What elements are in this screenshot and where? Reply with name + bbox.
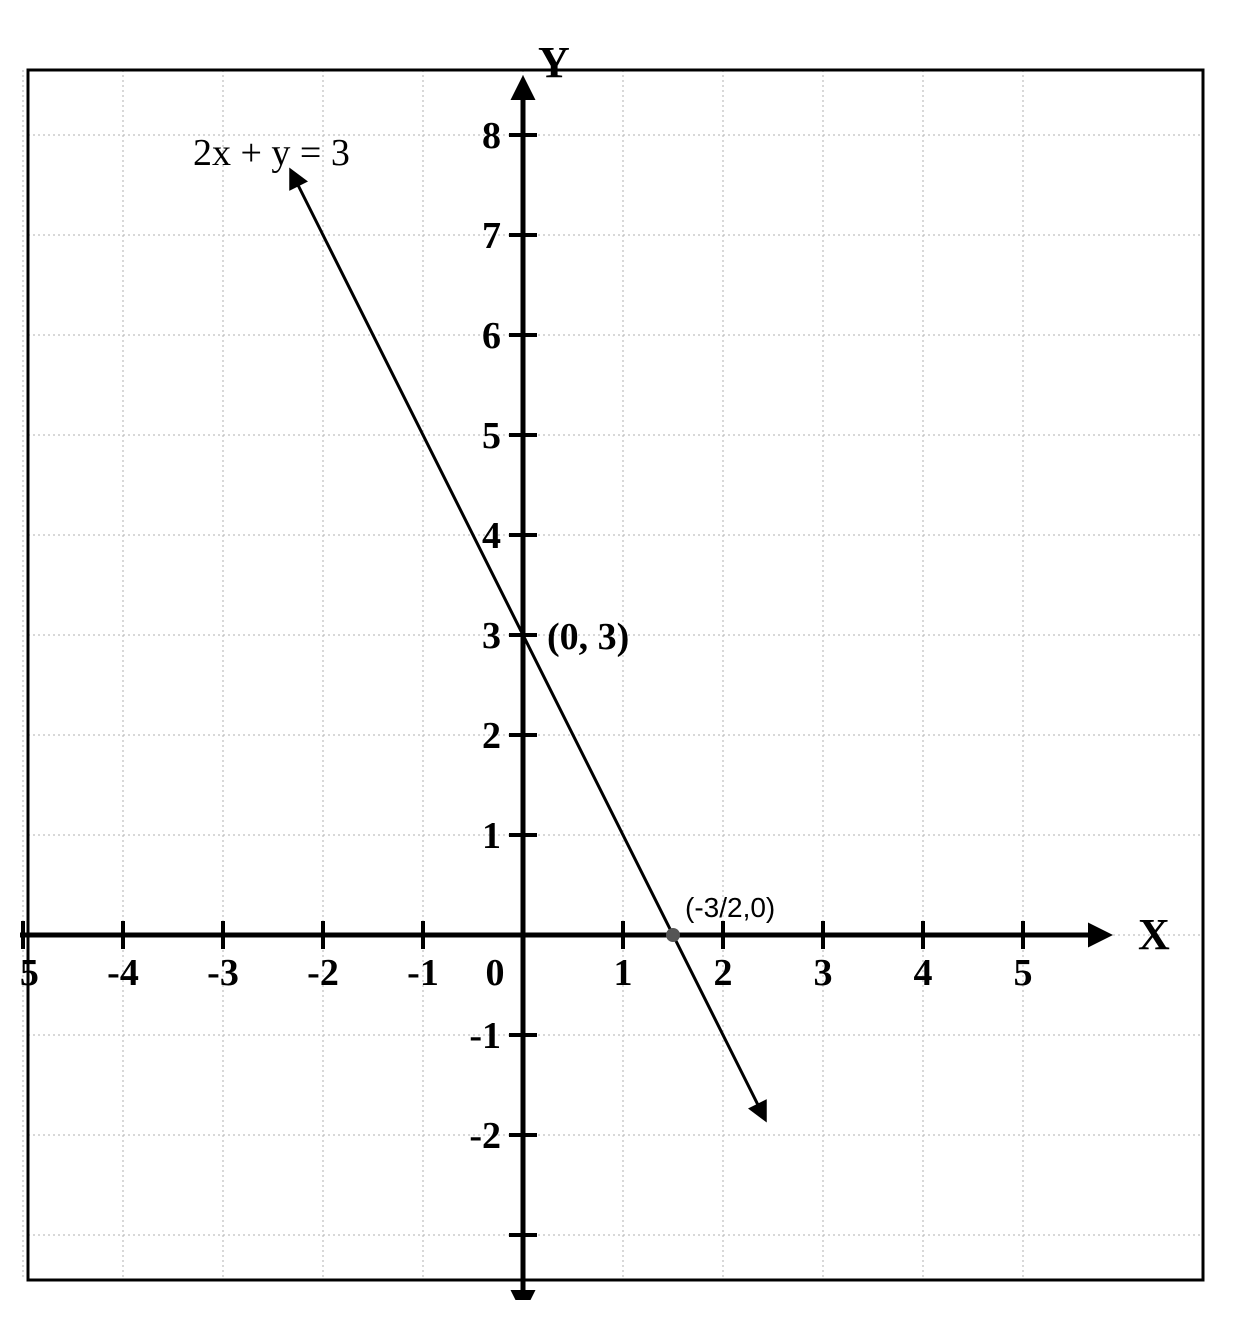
y-tick-label: 8	[482, 115, 501, 157]
x-tick-label: -5	[20, 952, 39, 994]
y-tick-label: -2	[469, 1115, 501, 1157]
x-tick-label: 3	[814, 952, 833, 994]
x-tick-label: -4	[107, 952, 139, 994]
coordinate-graph: -5 -4 -3 -2 -1 0 1 2 3 4 5 1 2 3 4 5 6 7 8 -1 -2 X Y 2x + y = 3…	[20, 20, 1220, 1300]
y-axis-label: Y	[538, 38, 570, 87]
x-tick-label: 4	[914, 952, 933, 994]
y-tick-label: 6	[482, 315, 501, 357]
graph-svg: -5 -4 -3 -2 -1 0 1 2 3 4 5 1 2 3 4 5 6 7 8 -1 -2 X Y 2x + y = 3…	[20, 20, 1220, 1300]
x-tick-label: -1	[407, 952, 439, 994]
y-tick-label: -1	[469, 1015, 501, 1057]
y-tick-label: 4	[482, 515, 501, 557]
origin-label: 0	[486, 952, 505, 994]
x-axis-label: X	[1138, 910, 1170, 959]
chart-border	[28, 70, 1203, 1280]
x-tick-label: 2	[714, 952, 733, 994]
point-label-x-intercept: (-3/2,0)	[685, 892, 775, 923]
y-tick-label: 7	[482, 215, 501, 257]
y-tick-label: 3	[482, 615, 501, 657]
x-tick-label: -2	[307, 952, 339, 994]
y-tick-label: 1	[482, 815, 501, 857]
y-tick-label: 5	[482, 415, 501, 457]
x-intercept-point	[666, 928, 680, 942]
equation-line	[293, 175, 763, 1115]
y-tick-label: 2	[482, 715, 501, 757]
point-label-y-intercept: (0, 3)	[547, 616, 629, 658]
x-tick-label: 1	[614, 952, 633, 994]
x-tick-label: -3	[207, 952, 239, 994]
equation-label: 2x + y = 3	[193, 132, 350, 174]
x-tick-label: 5	[1014, 952, 1033, 994]
